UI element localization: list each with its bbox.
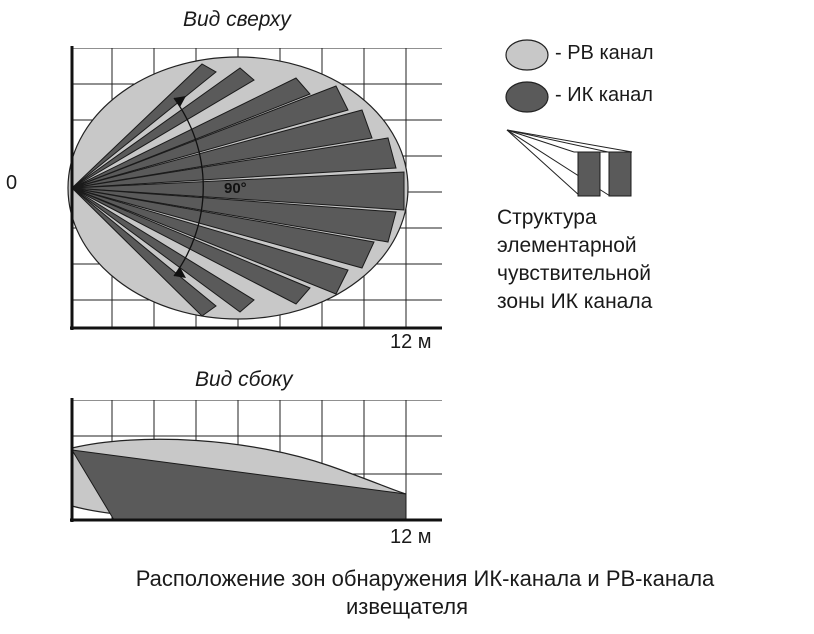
angle-arc [173, 97, 204, 277]
ik-beam [71, 109, 373, 189]
structure-bar-right [608, 151, 632, 197]
figure-caption-line-2: извещателя [346, 594, 468, 619]
ik-beam [71, 187, 217, 317]
angle-label: 90° [224, 180, 247, 197]
structure-caption-line: чувствительной [497, 262, 651, 285]
top-view-axes [70, 46, 442, 330]
ik-beam [71, 85, 349, 189]
top-view-distance-label: 12 м [390, 331, 432, 353]
arc-arrowhead-bottom [174, 267, 186, 278]
structure-bar-left [577, 151, 601, 197]
ik-beam [71, 171, 405, 211]
structure-caption-line: элементарной [497, 234, 637, 257]
figure-caption-line-1: Расположение зон обнаружения ИК-канала и… [135, 566, 715, 591]
ik-legend-swatch [505, 81, 549, 113]
ik-beam [71, 77, 311, 189]
ik-beam [71, 187, 349, 295]
side-view-distance-label: 12 м [390, 526, 432, 548]
structure-caption: Структура элементарной чувствительной зо… [497, 204, 652, 316]
ik-beam [71, 67, 255, 189]
top-view-title: Вид сверху [183, 8, 291, 31]
arc-arrowhead-top [174, 96, 186, 107]
origin-label: 0 [6, 172, 18, 194]
ik-legend-label: - ИК канал [555, 84, 653, 106]
ik-beam [71, 187, 375, 269]
ik-beam [71, 63, 217, 189]
structure-caption-line: зоны ИК канала [497, 290, 653, 313]
rv-legend-label: - РВ канал [555, 42, 654, 64]
rv-legend-swatch [505, 39, 549, 71]
ik-beam [71, 137, 397, 189]
side-view-axes [70, 398, 442, 522]
side-view-title: Вид сбоку [195, 368, 293, 391]
ik-beam [71, 187, 255, 313]
ik-beam [71, 187, 397, 243]
structure-caption-line: Структура [497, 206, 597, 229]
